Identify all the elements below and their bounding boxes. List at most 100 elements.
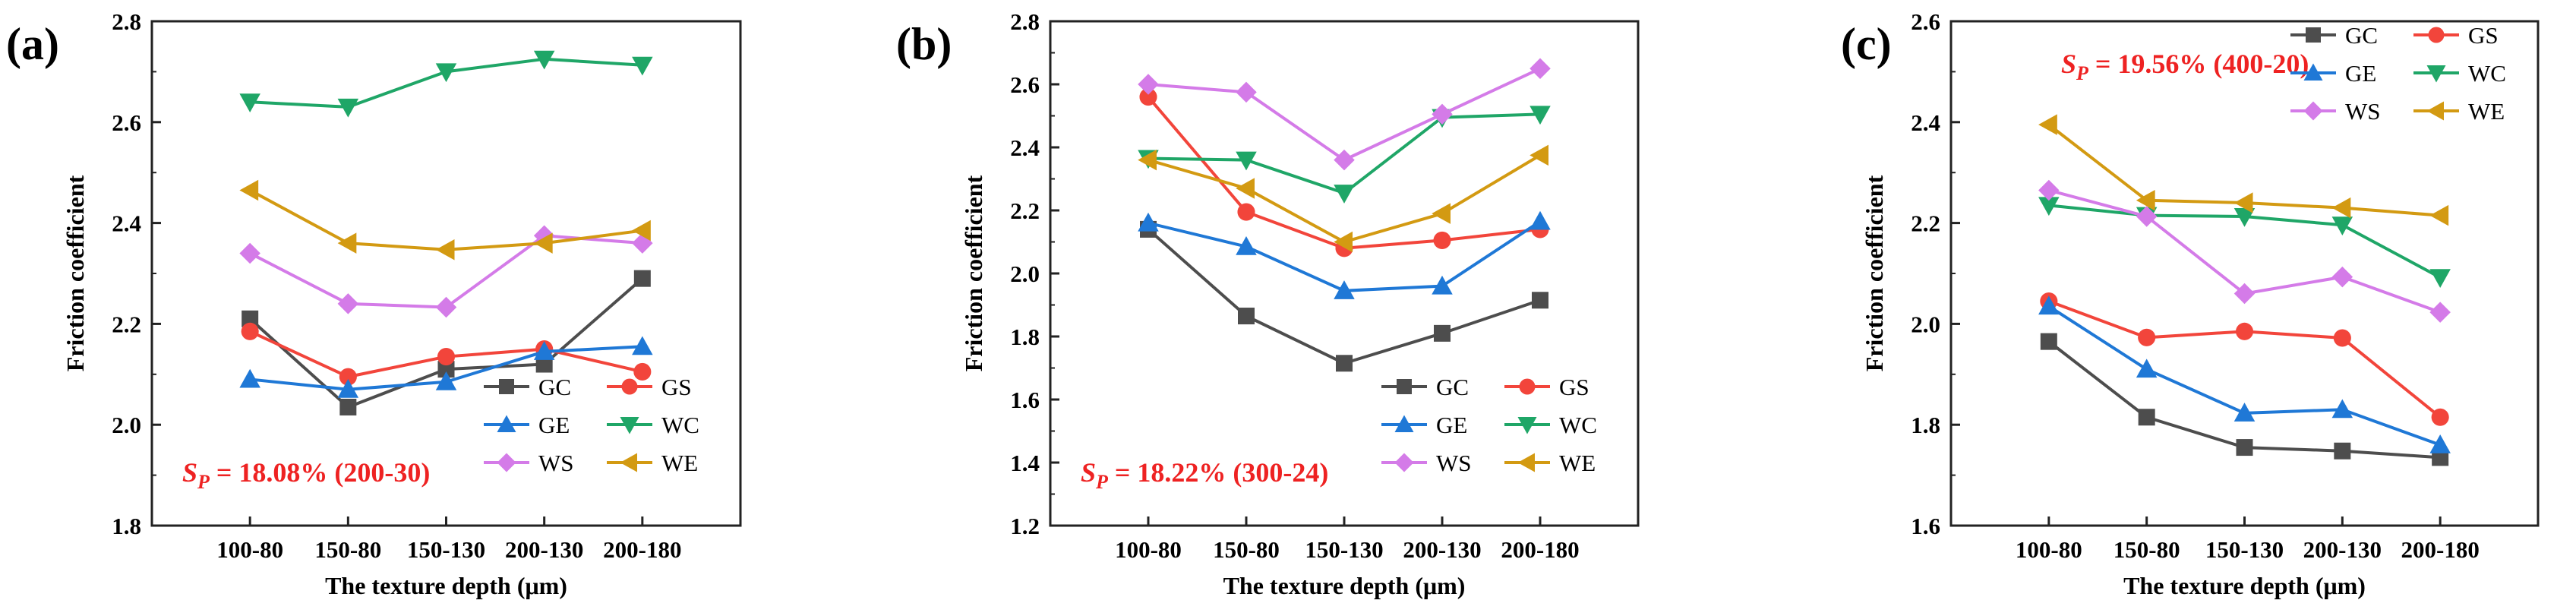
data-point-gs <box>2235 322 2254 340</box>
sp-subscript: P <box>197 471 210 493</box>
legend-marker-ws <box>1394 453 1414 472</box>
sp-annotation: SP = 18.22% (300-24) <box>1081 457 1328 493</box>
legend: GC GS GE WC WS WE <box>1381 374 1597 476</box>
legend-label-gc: GC <box>1436 374 1469 400</box>
legend-marker-ge <box>1394 415 1414 432</box>
x-tick-label: 200-130 <box>1403 536 1481 563</box>
y-tick-label: 2.6 <box>112 109 141 136</box>
chart-panel-3: (c) 1.6 1.8 2.0 2.2 2.4 2.6 100-80 150-80 150-130… <box>1841 8 2540 599</box>
legend-label-ws: WS <box>2345 98 2381 125</box>
y-tick-label: 1.6 <box>1010 387 1040 413</box>
data-point-ws <box>1236 81 1257 103</box>
data-point-gs <box>1433 231 1451 249</box>
legend-marker-gc <box>2306 27 2321 43</box>
legend-label-ws: WS <box>1436 450 1472 476</box>
data-point-ge <box>239 368 260 388</box>
y-tick-label: 2.4 <box>1911 109 1940 136</box>
data-point-we <box>2233 192 2253 213</box>
data-point-ge <box>1236 235 1257 255</box>
legend-label-ws: WS <box>538 450 574 476</box>
x-axis-title: The texture depth (μm) <box>2123 572 2366 599</box>
legend: GC GS GE WC WS WE <box>2290 22 2506 125</box>
data-point-wc <box>632 56 653 76</box>
legend-marker-ge <box>2303 63 2323 81</box>
series-line-ws <box>1148 67 1541 162</box>
y-tick-label: 1.2 <box>1010 513 1040 539</box>
data-point-we <box>1138 149 1157 171</box>
series-line-we <box>249 188 643 251</box>
x-tick-label: 150-130 <box>2205 536 2284 563</box>
chart-panel-1: (a) 1.8 2.0 2.2 2.4 2.6 2.8 100-80 150-80 150-130… <box>6 8 742 599</box>
x-tick-label: 100-80 <box>1115 536 1182 563</box>
data-point-wc <box>2331 216 2353 236</box>
data-point-gs <box>2138 328 2156 346</box>
data-point-ws <box>2429 302 2451 323</box>
y-axis-title: Friction coefficient <box>960 175 987 371</box>
data-point-wc <box>2429 269 2451 289</box>
y-tick-label: 1.4 <box>1010 450 1040 476</box>
y-tick-label: 2.0 <box>1911 311 1940 337</box>
data-point-ge <box>2038 295 2060 315</box>
y-tick-label: 2.2 <box>112 311 141 337</box>
data-point-ge <box>533 341 555 360</box>
data-point-we <box>1334 231 1353 253</box>
data-point-wc <box>435 63 457 83</box>
legend-marker-wc <box>620 417 639 434</box>
legend-marker-gs <box>1519 378 1536 395</box>
legend-label-wc: WC <box>1559 412 1597 438</box>
chart-panel-2: (b) 1.2 1.4 1.6 1.8 2.0 2.2 2.4 2.6 2.8 100-80 150-… <box>896 8 1640 599</box>
legend-label-gs: GS <box>2468 22 2499 49</box>
data-point-ge <box>2331 399 2353 419</box>
data-point-gs <box>633 362 652 381</box>
legend-marker-gc <box>499 379 514 394</box>
sp-value: = 19.56% (400-20) <box>2088 49 2309 79</box>
y-tick-label: 2.0 <box>1010 261 1040 287</box>
data-point-gc <box>2236 439 2253 456</box>
data-point-ws <box>239 242 260 264</box>
data-point-ge <box>2233 403 2256 422</box>
data-point-wc <box>239 93 260 112</box>
data-point-gc <box>339 398 357 415</box>
x-tick-label: 100-80 <box>2016 536 2082 563</box>
legend-label-ge: GE <box>538 412 570 438</box>
x-tick-label: 150-80 <box>2114 536 2180 563</box>
data-point-ws <box>1432 103 1453 125</box>
legend-label-ge: GE <box>2345 60 2376 87</box>
data-point-gc <box>2334 442 2351 460</box>
data-point-wc <box>2233 207 2256 227</box>
legend-marker-gs <box>2428 27 2445 43</box>
data-point-we <box>533 232 553 254</box>
y-axis-title: Friction coefficient <box>62 175 89 371</box>
data-point-wc <box>1236 151 1257 171</box>
legend: GC GS GE WC WS WE <box>484 374 699 476</box>
data-point-gc <box>535 355 553 373</box>
legend-label-gc: GC <box>2345 22 2378 49</box>
legend-label-we: WE <box>1559 450 1596 476</box>
y-tick-label: 2.4 <box>1010 134 1040 161</box>
data-point-we <box>337 232 357 254</box>
data-point-wc <box>2038 197 2060 216</box>
y-tick-label: 1.8 <box>1010 324 1040 350</box>
legend-marker-ws <box>497 453 516 472</box>
data-point-gc <box>2432 449 2449 466</box>
x-tick-label: 150-130 <box>1305 536 1383 563</box>
data-point-gc <box>1336 355 1353 372</box>
data-point-ge <box>2429 434 2451 453</box>
legend-label-we: WE <box>2468 98 2505 125</box>
legend-label-ge: GE <box>1436 412 1467 438</box>
data-point-ge <box>632 336 653 355</box>
y-tick-label: 2.2 <box>1010 197 1040 224</box>
data-point-gs <box>2431 408 2449 426</box>
sp-subscript: P <box>1095 471 1109 493</box>
sp-value: = 18.22% (300-24) <box>1108 457 1328 488</box>
data-point-ws <box>2038 179 2060 201</box>
data-point-wc <box>337 98 359 118</box>
data-point-we <box>435 239 455 261</box>
data-point-ws <box>2331 266 2353 288</box>
legend-label-wc: WC <box>2468 60 2506 87</box>
legend-marker-gc <box>1397 379 1412 394</box>
data-point-gs <box>437 348 456 366</box>
y-tick-label: 1.8 <box>112 513 141 539</box>
y-tick-label: 2.6 <box>1010 71 1040 98</box>
